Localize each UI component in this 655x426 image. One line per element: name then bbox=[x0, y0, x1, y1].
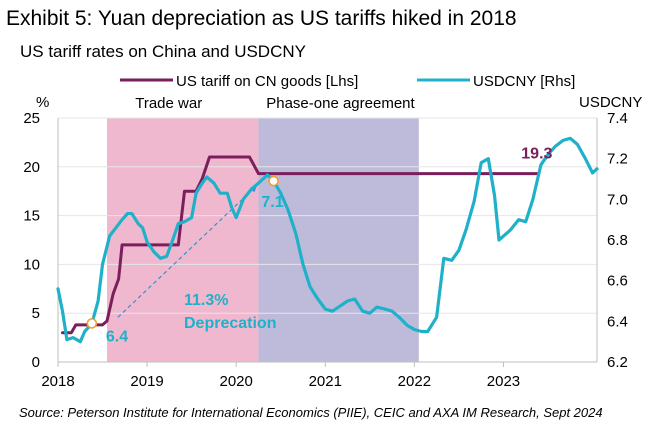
x-tick-label-1: 2019 bbox=[130, 373, 163, 390]
right-tick-label-2: 6.6 bbox=[607, 273, 628, 290]
left-axis-unit: % bbox=[36, 94, 49, 111]
right-tick-label-1: 6.4 bbox=[607, 313, 628, 330]
x-tick-label-5: 2023 bbox=[487, 373, 520, 390]
left-tick-label-2: 10 bbox=[23, 256, 40, 273]
shaded-regions: Trade war Phase-one agreement bbox=[107, 95, 419, 362]
axes: 0 5 10 15 20 25 6.2 6.4 6.6 6.8 7.0 7.2 7.4 2018 2019 2… bbox=[23, 110, 628, 390]
annotation-tariff-value: 19.3 bbox=[521, 146, 552, 163]
left-tick-label-0: 0 bbox=[32, 354, 40, 371]
plot-gridlines bbox=[58, 117, 597, 314]
x-tick-label-0: 2018 bbox=[41, 373, 74, 390]
right-axis-unit: USDCNY bbox=[579, 94, 642, 111]
shaded-region-label-0: Trade war bbox=[135, 95, 202, 112]
point-markers bbox=[86, 175, 279, 329]
left-tick-label-1: 5 bbox=[32, 305, 40, 322]
series-line-1 bbox=[56, 136, 599, 344]
x-tick-label-4: 2022 bbox=[398, 373, 431, 390]
right-tick-label-6: 7.4 bbox=[607, 110, 628, 127]
shaded-region-1 bbox=[258, 118, 419, 362]
chart-title: US tariff rates on China and USDCNY bbox=[20, 42, 306, 61]
right-tick-label-4: 7.0 bbox=[607, 191, 628, 208]
annotation-start-value: 6.4 bbox=[106, 328, 128, 345]
marker-0 bbox=[86, 318, 98, 329]
right-tick-label-5: 7.2 bbox=[607, 151, 628, 168]
annotation-depreciation-label: Deprecation bbox=[184, 315, 276, 332]
annotation-depreciation-pct: 11.3% bbox=[184, 292, 228, 309]
legend: US tariff on CN goods [Lhs] USDCNY [Rhs] bbox=[120, 73, 575, 90]
annotations: 6.4 7.1 19.3 11.3% Deprecation bbox=[106, 146, 553, 346]
shaded-region-0 bbox=[107, 118, 259, 362]
left-tick-label-5: 25 bbox=[23, 110, 40, 127]
left-tick-label-3: 15 bbox=[23, 208, 40, 225]
right-tick-label-0: 6.2 bbox=[607, 354, 628, 371]
left-tick-label-4: 20 bbox=[23, 159, 40, 176]
marker-1 bbox=[268, 175, 279, 187]
right-tick-label-3: 6.8 bbox=[607, 232, 628, 249]
source-note: Source: Peterson Institute for Internati… bbox=[19, 405, 603, 420]
x-tick-label-2: 2020 bbox=[219, 373, 252, 390]
x-tick-label-3: 2021 bbox=[309, 373, 342, 390]
exhibit-title: Exhibit 5: Yuan depreciation as US tarif… bbox=[6, 7, 517, 30]
annotation-peak-value: 7.1 bbox=[261, 194, 283, 211]
shaded-region-label-1: Phase-one agreement bbox=[266, 95, 415, 112]
legend-label-usdcny: USDCNY [Rhs] bbox=[473, 73, 575, 90]
legend-label-tariff: US tariff on CN goods [Lhs] bbox=[176, 73, 358, 90]
